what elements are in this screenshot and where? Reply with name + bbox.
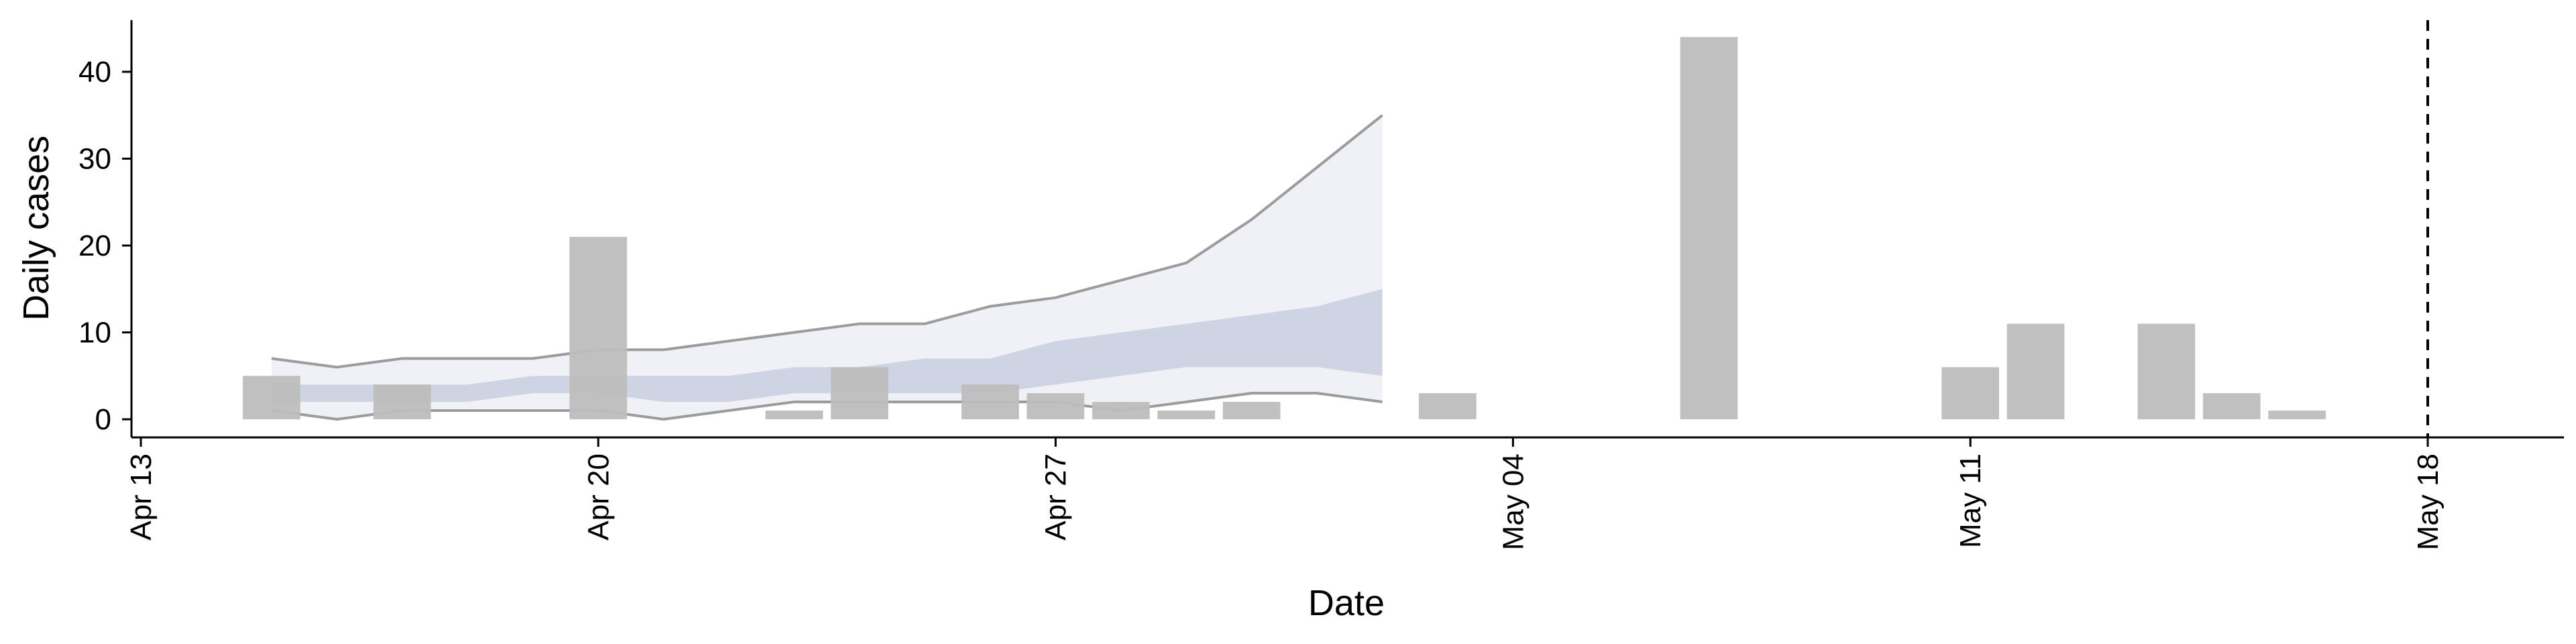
bar-2020-04-28 — [1092, 402, 1150, 419]
x-axis-title: Date — [1308, 583, 1385, 623]
y-tick-label: 20 — [78, 229, 111, 262]
y-ticks: 0 10 20 30 40 — [78, 56, 131, 436]
bar-2020-04-17 — [373, 384, 431, 419]
bar-2020-04-24 — [830, 367, 889, 419]
bar-layer — [242, 37, 2326, 420]
x-tick-label: Apr 20 — [582, 453, 615, 541]
bar-2020-04-15 — [242, 376, 301, 420]
x-tick-label: May 18 — [2412, 453, 2445, 550]
bar-2020-05-11 — [1941, 367, 1999, 419]
x-tick-label: May 04 — [1497, 453, 1529, 550]
y-tick-label: 30 — [78, 143, 111, 176]
outer-lower-line — [271, 392, 1383, 421]
x-ticks: Apr 13 Apr 20 Apr 27 May 04 May 11 May 18 — [125, 437, 2445, 550]
bar-2020-04-26 — [961, 384, 1019, 419]
bar-2020-04-23 — [765, 411, 823, 419]
bar-2020-05-15 — [2202, 393, 2261, 419]
bar-2020-05-12 — [2006, 323, 2065, 419]
x-tick-label: May 11 — [1954, 453, 1987, 548]
y-axis-title: Daily cases — [16, 136, 56, 321]
y-tick-label: 0 — [95, 403, 111, 436]
estimate-layer — [271, 114, 1383, 421]
bar-2020-05-16 — [2268, 411, 2326, 419]
bar-2020-05-07 — [1680, 37, 1738, 419]
outer-upper-line — [271, 114, 1383, 369]
axes: 0 10 20 30 40 Apr 13 Apr 20 Apr 27 May 04 May 11… — [78, 20, 2564, 550]
x-tick-label: Apr 13 — [125, 453, 158, 541]
bar-2020-04-29 — [1157, 411, 1216, 419]
y-tick-label: 40 — [78, 56, 111, 89]
bar-2020-04-27 — [1026, 393, 1085, 419]
bar-2020-04-20 — [569, 237, 627, 419]
bar-2020-04-30 — [1222, 402, 1281, 419]
x-tick-label: Apr 27 — [1040, 453, 1073, 541]
inner-interval-band — [271, 288, 1383, 402]
bar-2020-05-03 — [1419, 393, 1477, 419]
y-tick-label: 10 — [78, 317, 111, 350]
bar-2020-05-14 — [2137, 323, 2196, 419]
